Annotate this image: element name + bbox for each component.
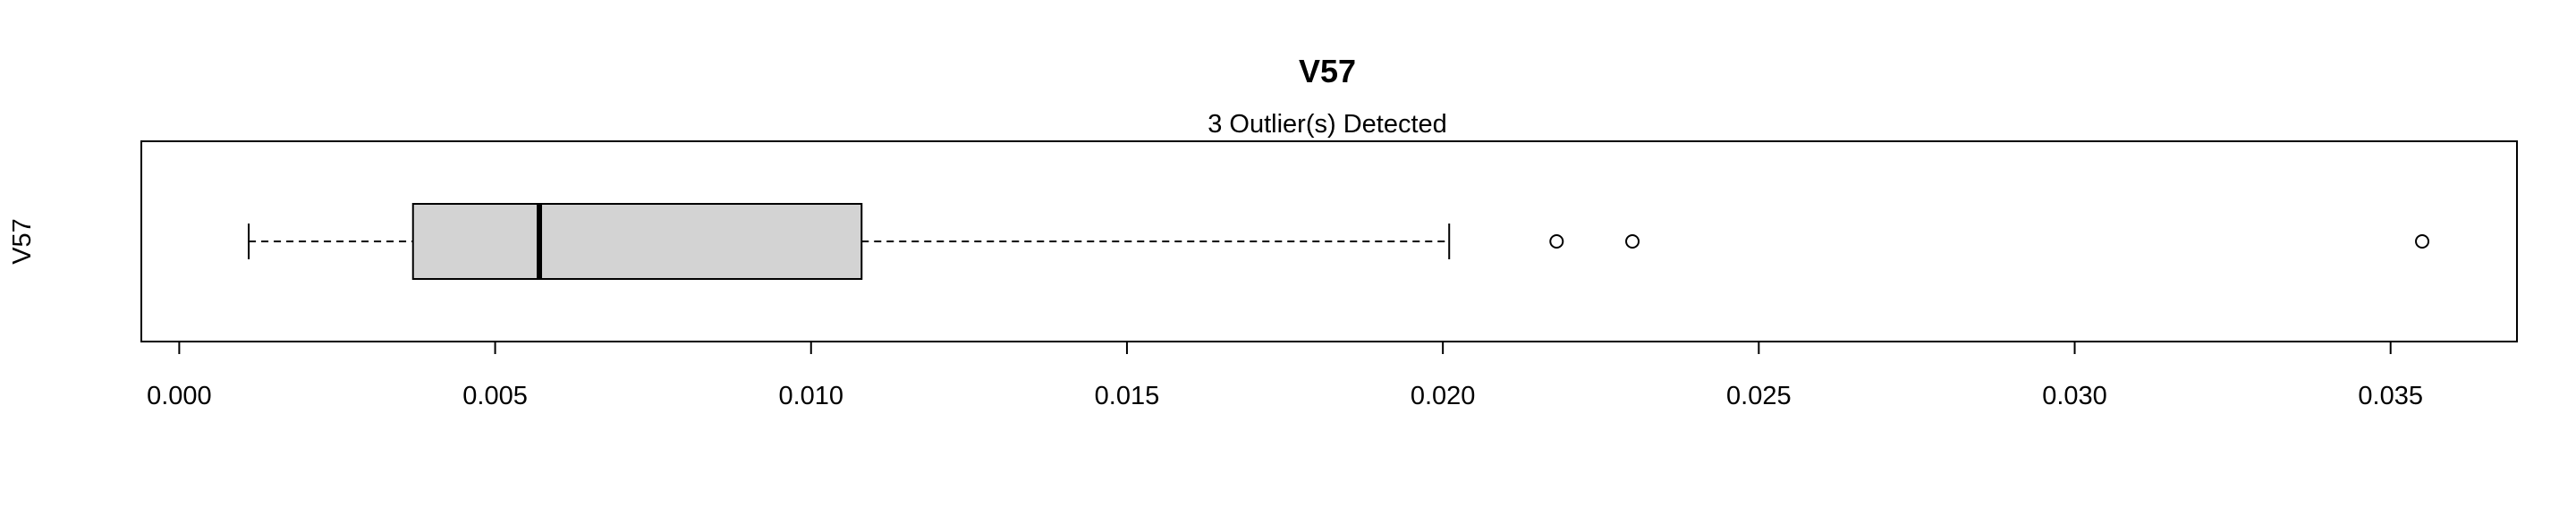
outlier-point (2415, 234, 2430, 249)
y-axis-label: V57 (8, 218, 37, 265)
chart-title: V57 (1299, 53, 1356, 89)
x-tick-label: 0.015 (1095, 382, 1160, 410)
x-tick-label: 0.000 (147, 382, 212, 410)
x-tick-label: 0.025 (1726, 382, 1792, 410)
outlier-point (1549, 234, 1564, 249)
chart-subtitle: 3 Outlier(s) Detected (1208, 110, 1447, 139)
x-axis: 0.000 0.005 0.010 0.015 0.020 0.025 0.030 0.035 (147, 341, 2423, 410)
x-tick-label: 0.030 (2042, 382, 2107, 410)
outlier-point (1625, 234, 1640, 249)
x-tick-label: 0.010 (778, 382, 843, 410)
iqr-box (411, 203, 863, 280)
outlier-group (1549, 234, 2430, 249)
x-tick-label: 0.005 (462, 382, 528, 410)
box-group (248, 203, 1451, 280)
x-tick-label: 0.035 (2358, 382, 2423, 410)
x-tick-label: 0.020 (1411, 382, 1476, 410)
